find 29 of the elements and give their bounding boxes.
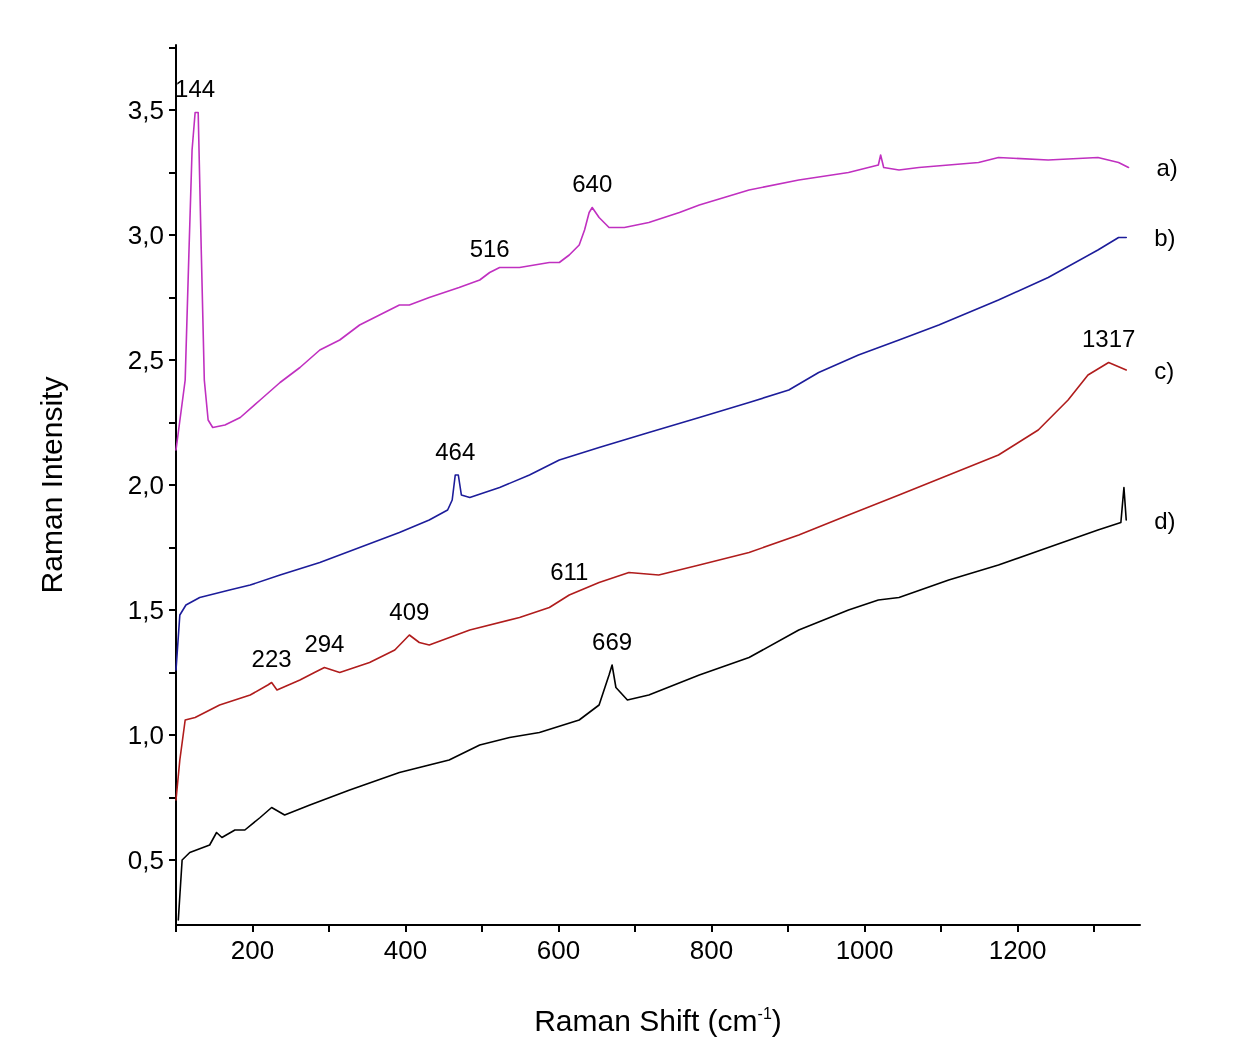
y-axis-title: Raman Intensity (34, 376, 68, 594)
annotation: 144 (175, 75, 216, 102)
series-label: a) (1156, 154, 1178, 181)
x-tick-label: 200 (230, 935, 275, 965)
annotation: 294 (304, 630, 345, 657)
series-label: b) (1154, 224, 1176, 251)
x-tick-label: 800 (689, 935, 734, 965)
x-tick-label: 1200 (988, 935, 1047, 965)
y-tick-label: 1,0 (127, 720, 164, 750)
annotation: 669 (592, 627, 633, 655)
annotation: 409 (389, 597, 430, 625)
y-tick-label: 1,5 (127, 595, 164, 625)
y-tick-label: 2,5 (127, 345, 164, 375)
y-tick-label: 0,5 (127, 845, 164, 875)
series-label: d) (1154, 506, 1176, 534)
annotation: 516 (469, 235, 510, 262)
annotation: 464 (435, 437, 476, 465)
x-tick-label: 600 (536, 935, 581, 965)
annotation: 1317 (1081, 325, 1136, 352)
annotation: 223 (251, 645, 292, 672)
series-label: c) (1154, 356, 1175, 384)
y-tick-label: 3,5 (127, 95, 164, 125)
annotation: 640 (572, 170, 613, 197)
x-tick-label: 1000 (835, 935, 894, 965)
y-tick-label: 3,0 (127, 220, 164, 250)
x-tick-label: 400 (383, 935, 428, 965)
line-series (175, 361, 1128, 801)
annotation: 611 (550, 557, 589, 585)
y-tick-label: 2,0 (127, 470, 164, 500)
